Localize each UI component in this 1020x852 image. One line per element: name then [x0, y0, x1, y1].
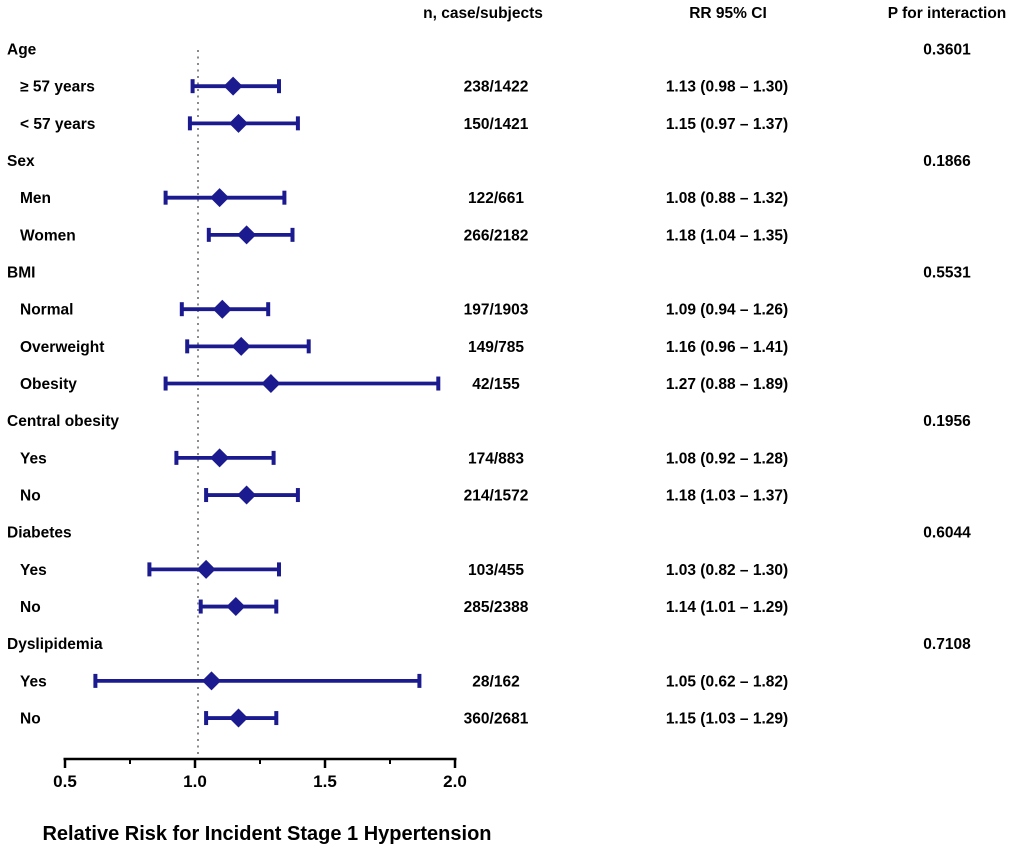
- n-case-subjects-value: 197/1903: [464, 302, 529, 319]
- n-case-subjects-value: 174/883: [468, 450, 524, 467]
- group-label: BMI: [7, 265, 35, 282]
- point-estimate-diamond: [261, 374, 281, 394]
- n-case-subjects-value: 266/2182: [464, 227, 529, 244]
- p-interaction-value: 0.3601: [923, 42, 971, 59]
- row-label: Yes: [20, 673, 47, 690]
- rr-ci-value: 1.16 (0.96 – 1.41): [666, 339, 788, 356]
- group-label: Age: [7, 42, 37, 59]
- rr-ci-value: 1.05 (0.62 – 1.82): [666, 673, 788, 690]
- row-label: No: [20, 711, 41, 728]
- row-label: No: [20, 488, 41, 505]
- row-label: Obesity: [20, 376, 77, 393]
- row-label: Yes: [20, 562, 47, 579]
- rr-ci-value: 1.27 (0.88 – 1.89): [666, 376, 788, 393]
- point-estimate-diamond: [196, 559, 216, 579]
- n-case-subjects-value: 150/1421: [464, 116, 529, 133]
- rr-ci-value: 1.09 (0.94 – 1.26): [666, 302, 788, 319]
- column-header-n-case-subjects: n, case/subjects: [423, 5, 543, 22]
- n-case-subjects-value: 238/1422: [464, 79, 529, 96]
- rr-ci-value: 1.15 (0.97 – 1.37): [666, 116, 788, 133]
- point-estimate-diamond: [237, 225, 257, 245]
- n-case-subjects-value: 122/661: [468, 190, 524, 207]
- n-case-subjects-value: 42/155: [472, 376, 520, 393]
- n-case-subjects-value: 214/1572: [464, 488, 529, 505]
- n-case-subjects-value: 149/785: [468, 339, 524, 356]
- x-axis-tick-label: 0.5: [53, 772, 77, 791]
- rr-ci-value: 1.15 (1.03 – 1.29): [666, 711, 788, 728]
- p-interaction-value: 0.7108: [923, 636, 971, 653]
- rr-ci-value: 1.18 (1.04 – 1.35): [666, 227, 788, 244]
- row-label: Normal: [20, 302, 73, 319]
- point-estimate-diamond: [237, 485, 257, 505]
- point-estimate-diamond: [231, 336, 251, 356]
- p-interaction-value: 0.1956: [923, 413, 971, 430]
- row-label: < 57 years: [20, 116, 95, 133]
- rr-ci-value: 1.08 (0.92 – 1.28): [666, 450, 788, 467]
- x-axis-tick-label: 2.0: [443, 772, 467, 791]
- rr-ci-value: 1.14 (1.01 – 1.29): [666, 599, 788, 616]
- p-interaction-value: 0.5531: [923, 265, 971, 282]
- group-label: Central obesity: [7, 413, 119, 430]
- point-estimate-diamond: [212, 299, 232, 319]
- rr-ci-value: 1.03 (0.82 – 1.30): [666, 562, 788, 579]
- n-case-subjects-value: 28/162: [472, 673, 519, 690]
- point-estimate-diamond: [210, 188, 230, 208]
- x-axis-tick-label: 1.0: [183, 772, 207, 791]
- point-estimate-diamond: [229, 113, 248, 133]
- p-interaction-value: 0.1866: [923, 153, 971, 170]
- point-estimate-diamond: [226, 597, 246, 617]
- n-case-subjects-value: 103/455: [468, 562, 524, 579]
- p-interaction-value: 0.6044: [923, 525, 971, 542]
- row-label: Overweight: [20, 339, 104, 356]
- n-case-subjects-value: 285/2388: [464, 599, 529, 616]
- rr-ci-value: 1.08 (0.88 – 1.32): [666, 190, 788, 207]
- group-label: Dyslipidemia: [7, 636, 103, 653]
- group-label: Sex: [7, 153, 35, 170]
- rr-ci-value: 1.18 (1.03 – 1.37): [666, 488, 788, 505]
- point-estimate-diamond: [223, 76, 243, 96]
- point-estimate-diamond: [202, 671, 221, 691]
- column-header-rr-95-ci: RR 95% CI: [689, 5, 767, 22]
- column-header-p-for-interaction: P for interaction: [887, 5, 1007, 22]
- row-label: ≥ 57 years: [20, 79, 95, 96]
- row-label: No: [20, 599, 41, 616]
- n-case-subjects-value: 360/2681: [464, 711, 529, 728]
- x-axis-tick-label: 1.5: [313, 772, 337, 791]
- x-axis-title: Relative Risk for Incident Stage 1 Hyper…: [42, 823, 492, 845]
- rr-ci-value: 1.13 (0.98 – 1.30): [666, 79, 788, 96]
- row-label: Women: [20, 227, 76, 244]
- point-estimate-diamond: [229, 708, 248, 728]
- row-label: Yes: [20, 450, 47, 467]
- row-label: Men: [20, 190, 51, 207]
- point-estimate-diamond: [210, 448, 230, 468]
- group-label: Diabetes: [7, 525, 72, 542]
